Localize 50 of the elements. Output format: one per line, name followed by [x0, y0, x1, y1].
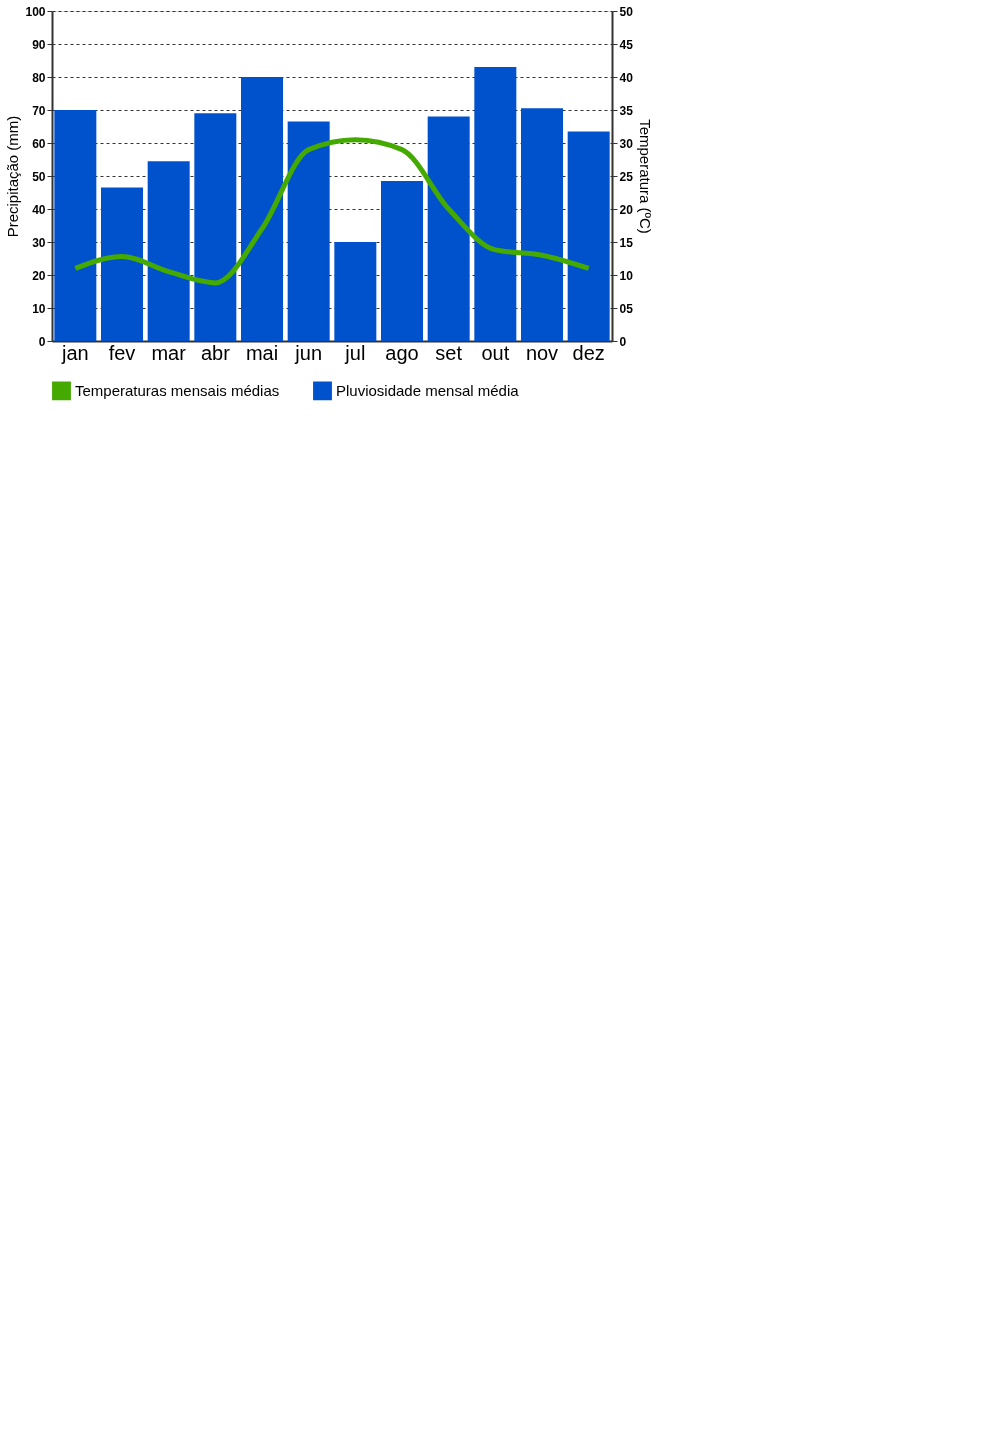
- bar: [381, 180, 423, 341]
- y2-tick-label: 30: [619, 136, 634, 151]
- y-tick-label: 20: [32, 268, 46, 283]
- y-tick-label: 40: [32, 202, 46, 217]
- bar: [241, 77, 283, 341]
- x-tick-label: dez: [572, 341, 605, 364]
- bar: [427, 116, 470, 341]
- x-tick-label: fev: [108, 341, 136, 364]
- x-tick-label: abr: [200, 341, 231, 364]
- y2-tick-label: 45: [619, 37, 634, 52]
- bar: [287, 121, 330, 341]
- y-tick-label: 50: [32, 169, 46, 184]
- bar: [334, 242, 377, 341]
- x-tick-label: ago: [385, 341, 419, 364]
- x-tick-label: set: [435, 341, 463, 364]
- bar: [474, 67, 517, 341]
- y2-tick-label: 40: [619, 70, 634, 85]
- y2-tick-label: 15: [619, 235, 634, 250]
- y-tick-label: 100: [25, 4, 46, 19]
- x-tick-label: out: [481, 341, 510, 364]
- bar: [194, 113, 237, 341]
- y-tick-label: 70: [32, 103, 46, 118]
- y-tick-label: 80: [32, 70, 46, 85]
- bar: [54, 110, 97, 341]
- y-tick-label: 0: [38, 334, 46, 349]
- y-tick-label: 60: [32, 136, 46, 151]
- y2-tick-label: 25: [619, 169, 634, 184]
- y2-tick-label: 50: [619, 4, 634, 19]
- x-tick-label: jul: [344, 341, 366, 364]
- x-tick-label: mai: [245, 341, 279, 364]
- x-tick-label: nov: [525, 341, 559, 364]
- y2-tick-label: 0: [619, 334, 627, 349]
- y-axis-title: Precipitação (mm): [4, 115, 22, 238]
- legend-label: Pluviosidade mensal média: [336, 381, 520, 399]
- x-tick-label: mar: [151, 341, 187, 364]
- y2-tick-label: 05: [619, 301, 634, 316]
- legend-label: Temperaturas mensais médias: [75, 381, 280, 399]
- bar: [147, 161, 190, 341]
- y-tick-label: 30: [32, 235, 46, 250]
- y-tick-label: 90: [32, 37, 46, 52]
- y2-tick-label: 35: [619, 103, 634, 118]
- bar: [567, 131, 610, 341]
- y2-axis-title: Temperatura (ºC): [636, 119, 654, 234]
- x-tick-label: jan: [60, 341, 89, 364]
- x-tick-label: jun: [294, 341, 323, 364]
- bar: [521, 108, 563, 341]
- y2-tick-label: 20: [619, 202, 634, 217]
- y-tick-label: 10: [32, 301, 46, 316]
- y2-tick-label: 10: [619, 268, 634, 283]
- bar: [101, 187, 143, 341]
